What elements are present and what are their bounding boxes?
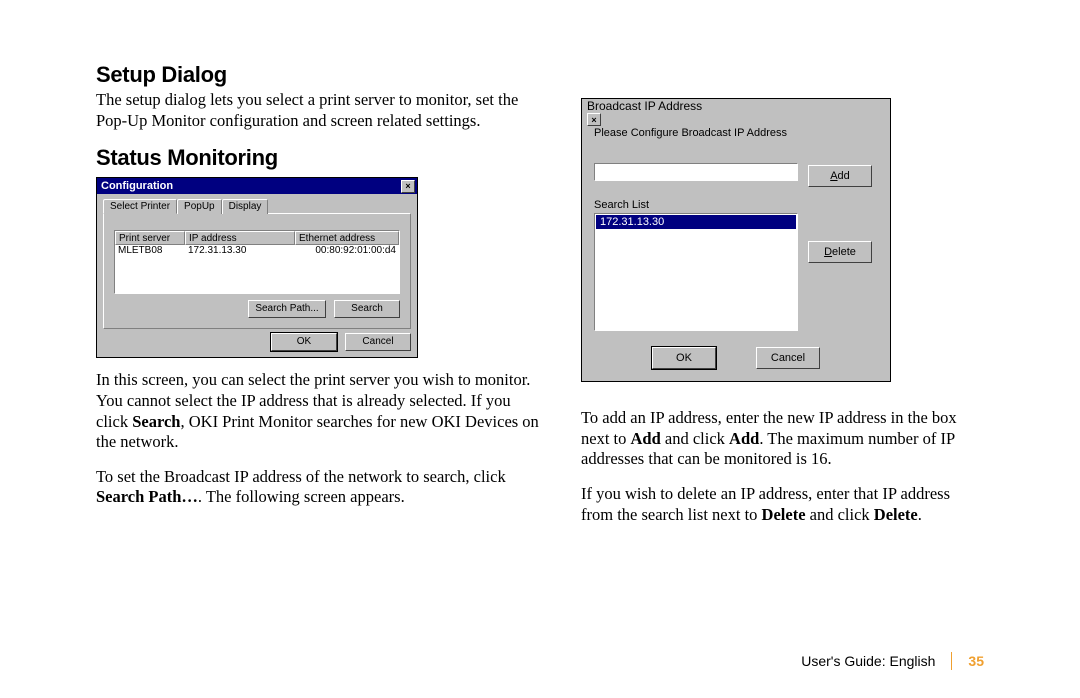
col-print-server: Print server bbox=[115, 231, 185, 245]
col-ethernet: Ethernet address bbox=[295, 231, 399, 245]
broadcast-titlebar: Broadcast IP Address × bbox=[582, 99, 890, 117]
config-title: Configuration bbox=[101, 180, 173, 192]
list-item[interactable]: 172.31.13.30 bbox=[596, 215, 796, 229]
broadcast-title: Broadcast IP Address bbox=[587, 99, 702, 113]
table-row[interactable]: MLETB08 172.31.13.30 00:80:92:01:00:d4 bbox=[115, 245, 399, 256]
broadcast-prompt: Please Configure Broadcast IP Address bbox=[594, 127, 878, 139]
broadcast-dialog: Broadcast IP Address × Please Configure … bbox=[581, 98, 891, 382]
configuration-dialog: Configuration × Select Printer PopUp Dis… bbox=[96, 177, 418, 358]
add-button[interactable]: Add bbox=[808, 165, 872, 187]
printer-list[interactable]: Print server IP address Ethernet address… bbox=[114, 230, 400, 294]
tab-popup[interactable]: PopUp bbox=[177, 199, 222, 214]
para-status-2: To set the Broadcast IP address of the n… bbox=[96, 467, 541, 508]
cancel-button[interactable]: Cancel bbox=[345, 333, 411, 351]
para-right-2: If you wish to delete an IP address, ent… bbox=[581, 484, 981, 525]
search-button[interactable]: Search bbox=[334, 300, 400, 318]
para-right-1: To add an IP address, enter the new IP a… bbox=[581, 408, 981, 470]
tab-display[interactable]: Display bbox=[222, 199, 269, 214]
cell-print-server: MLETB08 bbox=[115, 245, 185, 256]
ip-input[interactable] bbox=[594, 163, 798, 181]
para-setup-body: The setup dialog lets you select a print… bbox=[96, 90, 541, 131]
para-status-1: In this screen, you can select the print… bbox=[96, 370, 541, 453]
ok-button[interactable]: OK bbox=[652, 347, 716, 369]
cell-ip: 172.31.13.30 bbox=[185, 245, 295, 256]
col-ip-address: IP address bbox=[185, 231, 295, 245]
cancel-button[interactable]: Cancel bbox=[756, 347, 820, 369]
search-list-label: Search List bbox=[594, 199, 798, 211]
page-number: 35 bbox=[968, 653, 984, 669]
cell-mac: 00:80:92:01:00:d4 bbox=[295, 245, 399, 256]
footer-divider bbox=[951, 652, 952, 670]
search-path-button[interactable]: Search Path... bbox=[248, 300, 326, 318]
footer-label: User's Guide: English bbox=[801, 653, 935, 669]
heading-status-monitoring: Status Monitoring bbox=[96, 145, 541, 171]
config-titlebar: Configuration × bbox=[97, 178, 417, 194]
tab-select-printer[interactable]: Select Printer bbox=[103, 199, 177, 214]
heading-setup-dialog: Setup Dialog bbox=[96, 62, 541, 88]
close-icon[interactable]: × bbox=[401, 180, 415, 193]
delete-button[interactable]: Delete bbox=[808, 241, 872, 263]
page-footer: User's Guide: English 35 bbox=[801, 652, 984, 670]
search-list[interactable]: 172.31.13.30 bbox=[594, 213, 798, 331]
ok-button[interactable]: OK bbox=[271, 333, 337, 351]
